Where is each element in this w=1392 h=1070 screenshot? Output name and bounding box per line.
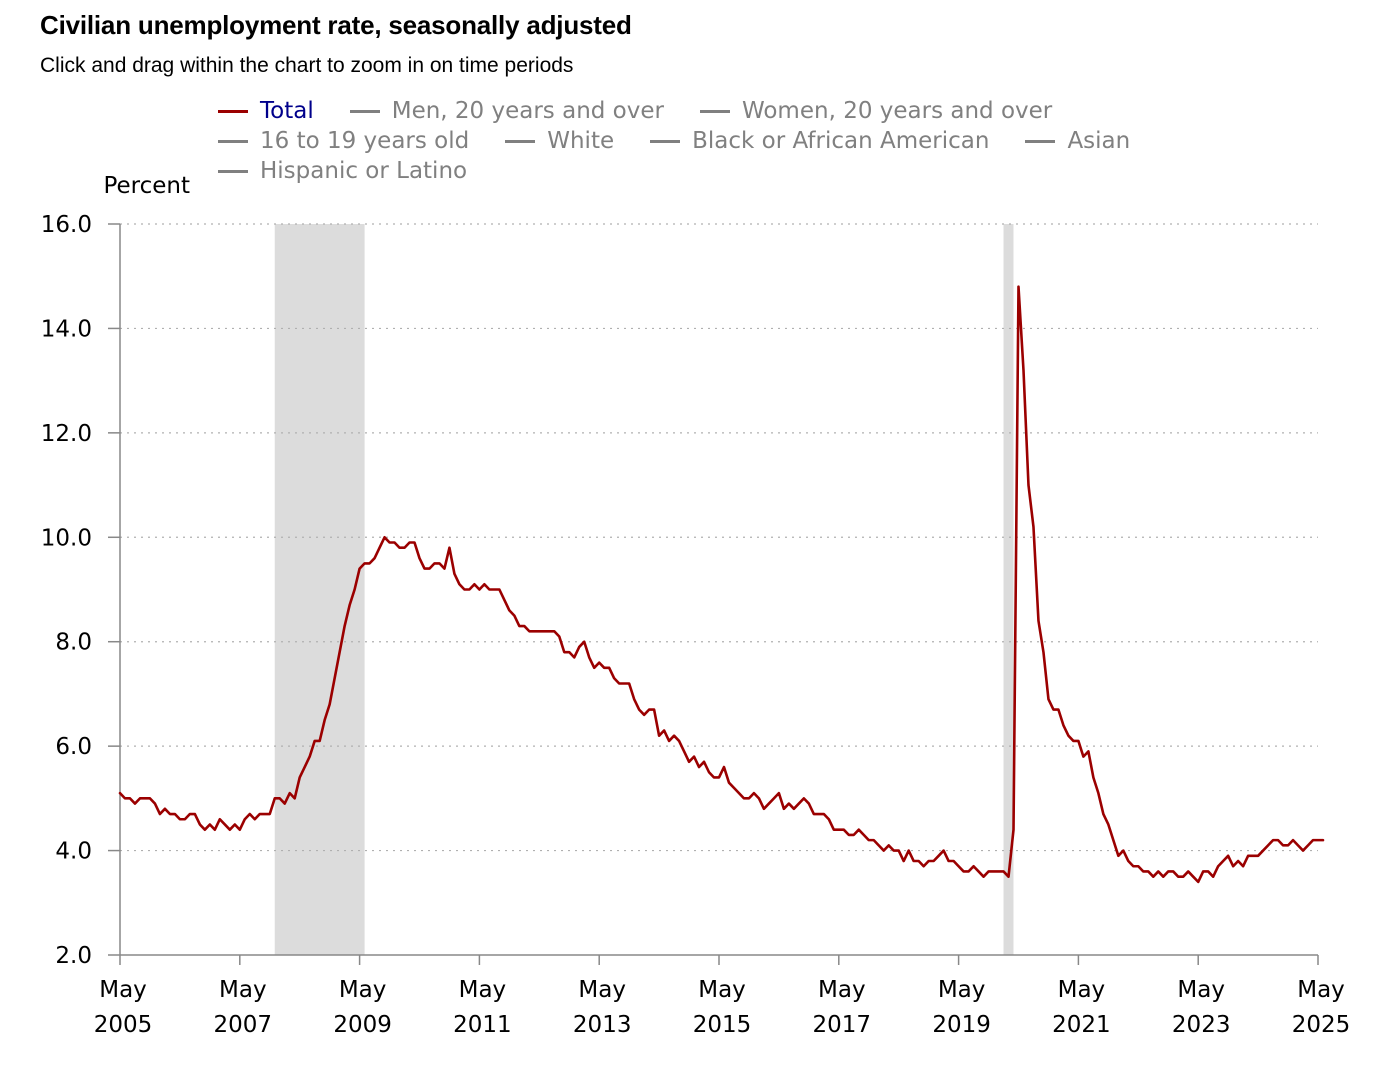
legend-label: Hispanic or Latino bbox=[260, 158, 468, 184]
legend-row: Hispanic or Latino bbox=[218, 156, 1218, 186]
legend-line-icon bbox=[218, 109, 248, 113]
legend-label: Women, 20 years and over bbox=[741, 98, 1053, 124]
y-tick-label: 4.0 bbox=[55, 839, 92, 865]
x-tick-label-year: 2015 bbox=[693, 1012, 752, 1038]
legend-line-icon bbox=[1025, 139, 1056, 143]
y-tick-label: 16.0 bbox=[41, 212, 92, 238]
legend-row: 16 to 19 years old White Black or Africa… bbox=[218, 126, 1218, 156]
x-tick-label-year: 2025 bbox=[1292, 1012, 1351, 1038]
series-line-total[interactable] bbox=[118, 285, 1325, 884]
x-tick-label-month: May bbox=[938, 977, 986, 1003]
legend-label: White bbox=[547, 128, 615, 154]
x-tick-label-year: 2019 bbox=[932, 1012, 991, 1038]
x-tick-label-year: 2007 bbox=[214, 1012, 273, 1038]
x-tick-label-month: May bbox=[99, 977, 147, 1003]
legend-line-icon bbox=[218, 139, 248, 143]
x-tick-label-year: 2011 bbox=[453, 1012, 512, 1038]
x-tick-label-month: May bbox=[1297, 977, 1345, 1003]
x-tick-label-month: May bbox=[1058, 977, 1106, 1003]
x-tick-label-month: May bbox=[578, 977, 626, 1003]
legend-line-icon bbox=[349, 109, 380, 113]
x-tick-label-month: May bbox=[459, 977, 507, 1003]
x-tick-label-month: May bbox=[698, 977, 746, 1003]
legend-label: Black or African American bbox=[692, 128, 990, 154]
y-tick-label: 6.0 bbox=[55, 734, 92, 760]
x-tick-label-year: 2013 bbox=[573, 1012, 632, 1038]
x-tick-label-year: 2009 bbox=[333, 1012, 392, 1038]
y-tick-label: 14.0 bbox=[41, 316, 92, 342]
y-tick-label: 2.0 bbox=[55, 943, 92, 969]
legend-line-icon bbox=[699, 109, 730, 113]
legend-item-men[interactable]: Men, 20 years and over bbox=[349, 98, 664, 124]
y-axis-label: Percent bbox=[103, 173, 190, 199]
x-tick-label-month: May bbox=[1177, 977, 1225, 1003]
legend-item-white[interactable]: White bbox=[505, 128, 614, 154]
legend-item-black[interactable]: Black or African American bbox=[650, 128, 989, 154]
legend-line-icon bbox=[218, 169, 248, 173]
x-tick-label-month: May bbox=[339, 977, 387, 1003]
recession-band bbox=[274, 224, 365, 955]
legend-row: Total Men, 20 years and over Women, 20 y… bbox=[218, 96, 1218, 126]
legend-label: Asian bbox=[1067, 128, 1131, 154]
x-tick-label-year: 2021 bbox=[1052, 1012, 1111, 1038]
legend-label: 16 to 19 years old bbox=[260, 128, 470, 154]
legend-item-asian[interactable]: Asian bbox=[1025, 128, 1130, 154]
legend-line-icon bbox=[505, 139, 536, 143]
recession-band bbox=[1003, 224, 1014, 955]
legend: Total Men, 20 years and over Women, 20 y… bbox=[218, 96, 1218, 186]
chart-subtitle: Click and drag within the chart to zoom … bbox=[40, 54, 574, 77]
y-tick-label: 8.0 bbox=[55, 630, 92, 656]
legend-item-16-19[interactable]: 16 to 19 years old bbox=[218, 128, 469, 154]
legend-label: Total bbox=[260, 98, 314, 124]
legend-label: Men, 20 years and over bbox=[391, 98, 664, 124]
y-tick-label: 10.0 bbox=[41, 525, 92, 551]
x-tick-label-year: 2023 bbox=[1172, 1012, 1231, 1038]
x-tick-label-month: May bbox=[818, 977, 866, 1003]
legend-line-icon bbox=[650, 139, 681, 143]
legend-item-women[interactable]: Women, 20 years and over bbox=[699, 98, 1053, 124]
x-tick-label-year: 2017 bbox=[813, 1012, 872, 1038]
chart-title: Civilian unemployment rate, seasonally a… bbox=[40, 10, 632, 40]
legend-item-hispanic[interactable]: Hispanic or Latino bbox=[218, 158, 467, 184]
legend-item-total[interactable]: Total bbox=[218, 98, 314, 124]
y-tick-label: 12.0 bbox=[41, 421, 92, 447]
x-tick-label-year: 2005 bbox=[94, 1012, 153, 1038]
x-tick-label-month: May bbox=[219, 977, 267, 1003]
